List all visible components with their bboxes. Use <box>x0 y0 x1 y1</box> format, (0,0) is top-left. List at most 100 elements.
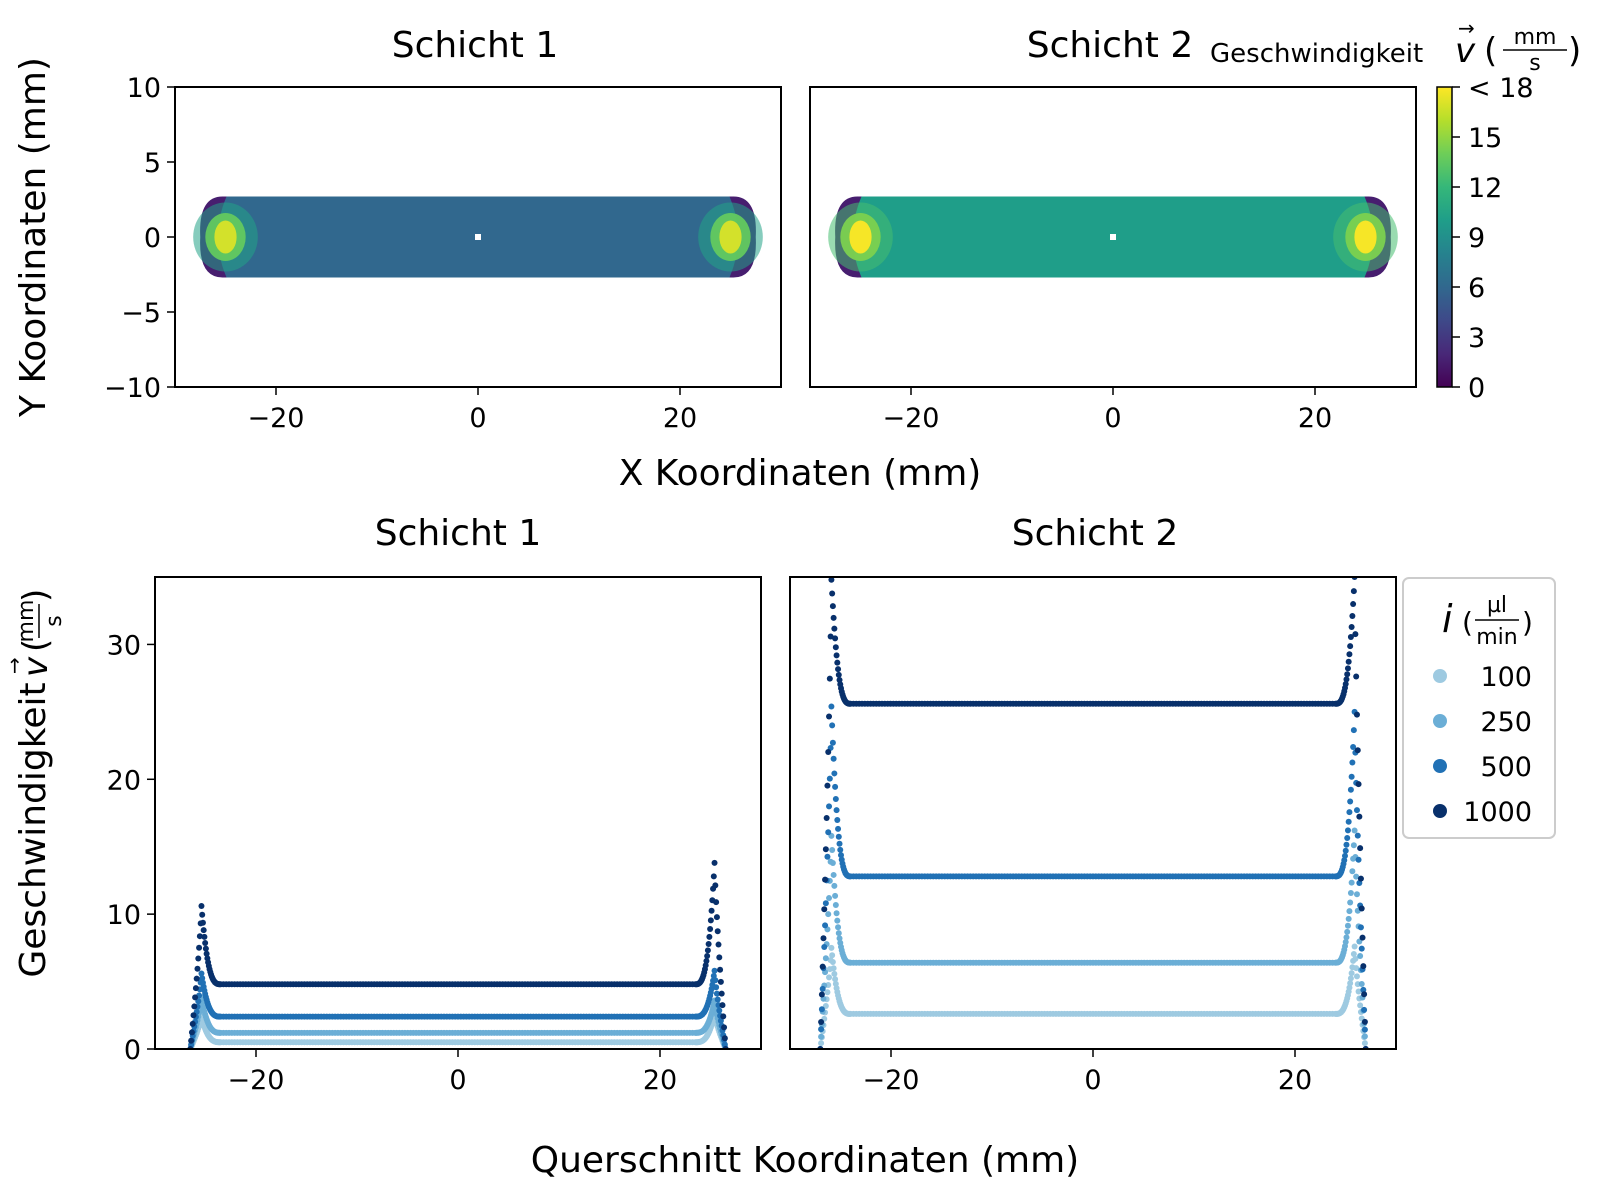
colorbar-vec-symbol: v <box>1455 31 1476 71</box>
colorbar-tick-label: 15 <box>1468 123 1502 154</box>
data-point <box>1350 950 1357 957</box>
data-point <box>1348 623 1355 630</box>
data-point <box>820 935 827 942</box>
data-point <box>826 895 833 902</box>
data-point <box>1357 875 1364 882</box>
data-point <box>825 748 832 755</box>
data-point <box>818 1026 825 1033</box>
data-point <box>1344 922 1351 929</box>
legend-box <box>1402 577 1556 839</box>
data-point <box>703 957 710 964</box>
data-point <box>1361 1006 1368 1013</box>
channel-center-marker <box>475 234 481 240</box>
data-point <box>818 1018 825 1025</box>
data-point <box>1347 975 1354 982</box>
data-point <box>713 914 720 921</box>
data-point <box>1350 588 1357 595</box>
data-point <box>1352 631 1359 638</box>
x-tick-label: 20 <box>643 1065 677 1096</box>
data-point <box>1347 798 1354 805</box>
colorbar-top-label: < 18 <box>1468 73 1534 104</box>
data-point <box>828 944 835 951</box>
data-point <box>824 782 831 789</box>
top-x-axis-label: X Koordinaten (mm) <box>619 453 982 494</box>
data-point <box>833 807 840 814</box>
data-point <box>818 1033 825 1040</box>
data-point <box>830 871 837 878</box>
data-point <box>1351 943 1358 950</box>
data-point <box>1361 1040 1368 1047</box>
data-point <box>1356 813 1363 820</box>
data-point <box>202 940 209 947</box>
data-point <box>1347 633 1354 640</box>
series-1000 <box>187 859 729 1049</box>
bottom-y-vec-symbol: v <box>16 656 56 677</box>
data-point <box>1342 680 1349 687</box>
data-point <box>836 676 843 683</box>
data-point <box>831 970 838 977</box>
data-point <box>201 933 208 940</box>
data-point <box>192 994 199 1001</box>
data-point <box>1344 827 1351 834</box>
data-point <box>831 882 838 889</box>
data-point <box>716 954 723 961</box>
colorbar-unit-den: s <box>1529 51 1540 76</box>
data-point <box>1343 934 1350 941</box>
legend-title-unit-open: ( <box>1462 606 1473 639</box>
title-heatmap-2: Schicht 2 <box>1027 25 1194 66</box>
series-250 <box>817 827 1369 1049</box>
colorbar-label: Geschwindigkeit <box>1210 39 1423 69</box>
legend: i ( µl min ) 100 250 500 1000 <box>1402 577 1556 839</box>
data-point <box>821 944 828 951</box>
data-point <box>832 783 839 790</box>
series-500 <box>187 967 729 1049</box>
data-point <box>1353 965 1360 972</box>
data-point <box>1353 973 1360 980</box>
data-point <box>822 955 829 962</box>
data-point <box>1347 980 1354 987</box>
data-point <box>710 873 717 880</box>
data-point <box>826 803 833 810</box>
data-point <box>1343 676 1350 683</box>
bottom-y-unit-num: mm <box>14 600 39 643</box>
data-point <box>832 635 839 642</box>
data-point <box>190 1012 197 1019</box>
data-point <box>1348 879 1355 886</box>
scatter-ticks: −20 0 20 0 10 20 30 −20 0 20 <box>107 630 1313 1096</box>
data-point <box>1347 643 1354 650</box>
data-point <box>819 985 826 992</box>
data-point <box>1346 908 1353 915</box>
data-point <box>835 924 842 931</box>
data-point <box>1361 1018 1368 1025</box>
y-tick-label: 30 <box>107 630 141 661</box>
title-scatter-1: Schicht 1 <box>375 513 542 554</box>
data-point <box>196 944 203 951</box>
data-point <box>1342 847 1349 854</box>
data-point <box>832 644 839 651</box>
colorbar-tick-label: 9 <box>1468 223 1485 254</box>
data-point <box>1350 842 1357 849</box>
legend-title-unit-close: ) <box>1522 606 1533 639</box>
data-point <box>197 979 204 986</box>
data-point <box>818 1040 825 1047</box>
data-point <box>197 920 204 927</box>
data-point <box>826 775 833 782</box>
data-point <box>1350 601 1357 608</box>
data-point <box>1349 613 1356 620</box>
x-tick-label: 20 <box>1298 403 1332 434</box>
y-tick-label: −10 <box>104 373 161 404</box>
legend-title-unit-num: µl <box>1487 593 1507 618</box>
data-point <box>1361 991 1368 998</box>
data-point <box>822 1002 829 1009</box>
series-250 <box>187 994 729 1049</box>
data-point <box>717 966 724 973</box>
data-point <box>835 833 842 840</box>
data-point <box>827 633 834 640</box>
data-point <box>717 1017 724 1024</box>
data-point <box>822 846 829 853</box>
data-point <box>1348 970 1355 977</box>
data-point <box>1357 953 1364 960</box>
bottom-y-vec-arrow: → <box>2 657 26 674</box>
colorbar-tick-label: 0 <box>1468 373 1485 404</box>
data-point <box>826 974 833 981</box>
